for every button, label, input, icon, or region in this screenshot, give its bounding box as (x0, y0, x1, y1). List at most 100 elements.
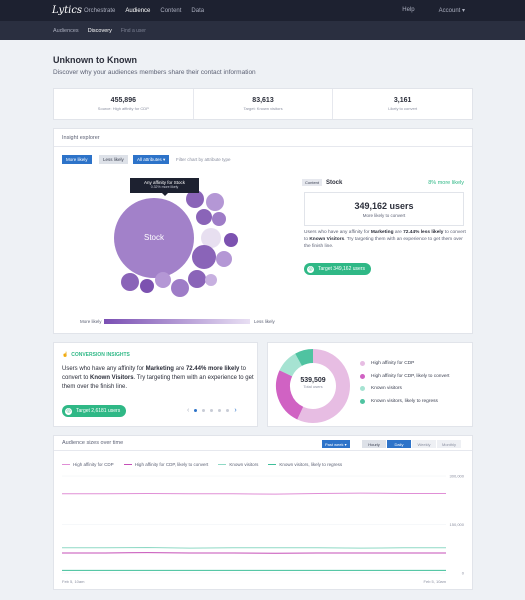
toggle-less-likely[interactable]: Less likely (99, 155, 128, 164)
legend-row: Known visitors (360, 386, 449, 391)
explorer-title: Insight explorer (54, 129, 472, 147)
nav-orchestrate[interactable]: Orchestrate (84, 7, 116, 14)
legend-label: High affinity for CDP, likely to convert (371, 373, 450, 379)
insights-title-row: ☝ CONVERSION INSIGHTS (62, 352, 130, 358)
target-icon: ◎ (65, 407, 72, 415)
bubble-stock[interactable]: Stock (114, 198, 194, 278)
legend-label: Known visitors (229, 462, 259, 467)
bubble[interactable] (188, 270, 206, 288)
legend-line (218, 464, 227, 465)
insight-bold: Known Visitors (90, 375, 134, 381)
attributes-dropdown[interactable]: All attributes ▾ (133, 155, 170, 164)
range-dropdown[interactable]: Past week ▾ (322, 440, 350, 448)
donut-legend: High affinity for CDP High affinity for … (360, 361, 449, 411)
conversion-insights-card: ☝ CONVERSION INSIGHTS Users who have any… (53, 342, 258, 427)
top-nav: Lytics Orchestrate Audience Content Data… (0, 0, 525, 21)
timeline-legend-item: High affinity for CDP, likely to convert (123, 462, 209, 467)
insight-explorer-card: Insight explorer More likely Less likely… (53, 128, 473, 334)
donut-segment[interactable] (276, 370, 304, 420)
detail-tag: Content (302, 179, 323, 186)
subnav-audiences[interactable]: Audiences (53, 27, 79, 34)
pager-dot[interactable] (218, 409, 222, 412)
gradient-left-label: More likely (80, 319, 102, 324)
audience-sizes-card: Audience sizes over time Past week ▾ Hou… (53, 435, 473, 590)
pager-dot[interactable] (226, 409, 230, 412)
insight-text: . Try targeting them with an experience … (62, 375, 254, 390)
bubble[interactable] (205, 274, 217, 286)
nav-account[interactable]: Account ▾ (438, 8, 465, 14)
detail-name: Stock (326, 179, 343, 186)
legend-label: Known visitors (371, 386, 402, 391)
bubble[interactable] (201, 228, 221, 248)
next-arrow-icon[interactable]: › (234, 407, 237, 414)
detail-explanation: Users who have any affinity for Marketin… (304, 230, 466, 251)
explain-text: are (393, 230, 404, 235)
legend-line (268, 464, 277, 465)
insights-text: Users who have any affinity for Marketin… (62, 365, 254, 392)
bubble[interactable] (216, 251, 232, 267)
likelihood-gradient (104, 319, 250, 324)
target-insight-label: Target 2,6181 users (76, 408, 121, 414)
series-line[interactable] (62, 492, 446, 495)
seg-hourly[interactable]: Hourly (362, 440, 386, 448)
legend-label: Known visitors, likely to regress (371, 398, 438, 404)
pager-dot[interactable] (210, 409, 214, 412)
legend-label: High affinity for CDP (371, 361, 415, 366)
stat-label: Source: High affinity for CDP (97, 106, 149, 111)
find-user-input[interactable]: Find a user (120, 27, 146, 34)
nav-help[interactable]: Help (402, 7, 415, 13)
toggle-more-likely[interactable]: More likely (62, 155, 92, 164)
users-count: 349,162 users (354, 201, 414, 211)
timeline-chart: 300,000 150,000 0 Feb 5, 10am Feb 5, 10am (62, 474, 465, 584)
stat-label: Target: Known visitors (243, 106, 283, 111)
bubble[interactable] (212, 212, 226, 226)
target-users-button[interactable]: ◎ Target 349,162 users (304, 263, 371, 275)
pager-dot[interactable] (194, 409, 198, 412)
tooltip-sub: 0.32% more likely (150, 185, 179, 189)
bubble[interactable] (186, 190, 204, 208)
bubble[interactable] (140, 279, 154, 293)
subnav-discovery[interactable]: Discovery (87, 27, 112, 34)
nav-audience[interactable]: Audience (125, 7, 151, 14)
nav-content[interactable]: Content (160, 7, 182, 14)
series-line[interactable] (62, 546, 446, 549)
prev-arrow-icon[interactable]: ‹ (187, 407, 190, 414)
detail-header: Content Stock (302, 179, 342, 186)
nav-data[interactable]: Data (191, 7, 205, 14)
x-start-label: Feb 5, 10am (62, 579, 85, 584)
page-subtitle: Discover why your audiences members shar… (53, 69, 256, 76)
bubble[interactable] (224, 233, 238, 247)
legend-row: High affinity for CDP (360, 361, 449, 366)
legend-label: High affinity for CDP, likely to convert (134, 462, 209, 467)
bubble[interactable] (155, 272, 171, 288)
bubble[interactable] (121, 273, 139, 291)
users-box: 349,162 users More likely to convert (304, 192, 464, 226)
seg-monthly[interactable]: Monthly (437, 440, 461, 448)
legend-row: High affinity for CDP, likely to convert (360, 373, 450, 379)
hand-icon: ☝ (62, 352, 69, 358)
donut-total-label: Total users (303, 384, 323, 389)
detail-likelihood: 8% more likely (428, 180, 464, 186)
stat-label: Likely to convert (388, 106, 418, 111)
stat-likely: 3,161 Likely to convert (333, 89, 472, 119)
pager-dot[interactable] (202, 409, 206, 412)
legend-label: Known visitors, likely to regress (279, 462, 343, 467)
insight-bold: Marketing (145, 366, 174, 372)
donut-segment[interactable] (279, 353, 303, 377)
target-insight-button[interactable]: ◎ Target 2,6181 users (62, 405, 127, 417)
bubble[interactable] (196, 209, 212, 225)
users-sub: More likely to convert (362, 213, 406, 218)
series-line[interactable] (62, 552, 446, 554)
timeline-legend-item: High affinity for CDP (62, 462, 114, 467)
donut-segment[interactable] (297, 349, 350, 423)
lytics-logo[interactable]: Lytics (52, 5, 83, 16)
bubble[interactable] (206, 193, 224, 211)
bubble[interactable] (192, 245, 216, 269)
seg-daily[interactable]: Daily (387, 440, 411, 448)
donut-segment[interactable] (295, 349, 314, 367)
bubble[interactable] (171, 279, 189, 297)
y-tick-label: 0 (462, 571, 465, 576)
explain-bold: Marketing (370, 230, 394, 235)
seg-weekly[interactable]: Weekly (412, 440, 436, 448)
audience-donut-card: 539,509 Total users High affinity for CD… (267, 342, 473, 427)
